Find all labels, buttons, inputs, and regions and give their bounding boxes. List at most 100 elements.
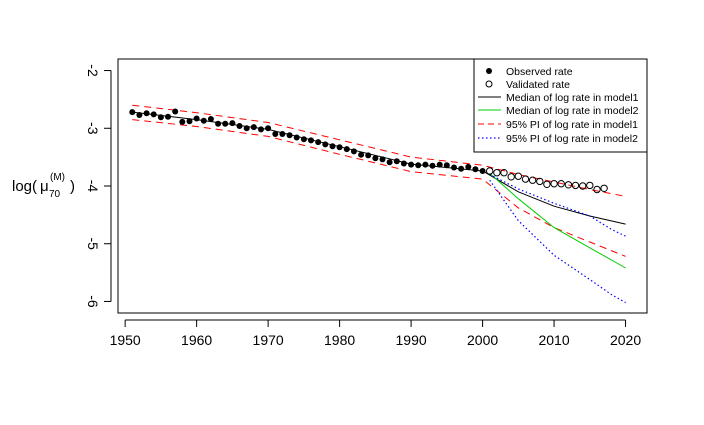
observed-point	[215, 120, 222, 127]
observed-point	[265, 125, 272, 132]
observed-point	[179, 118, 186, 125]
observed-point	[458, 165, 465, 172]
observed-point	[186, 118, 193, 125]
y-tick-label: -5	[85, 238, 101, 251]
validated-point	[579, 182, 587, 190]
observed-point	[400, 160, 407, 167]
y-tick-label: -4	[85, 180, 101, 193]
observed-point	[479, 168, 486, 174]
observed-point	[393, 158, 400, 165]
y-axis-label: log( μ 70 (M) )	[12, 172, 75, 200]
observed-point	[322, 141, 329, 148]
validated-point	[564, 181, 573, 189]
x-tick-label: 1990	[396, 332, 427, 348]
observed-point	[443, 162, 450, 169]
observed-point	[286, 132, 293, 139]
observed-point	[165, 113, 171, 120]
observed-point	[429, 162, 436, 169]
legend-median-model1-label: Median of log rate in model1	[506, 92, 639, 104]
observed-point	[236, 123, 243, 129]
x-tick-label: 1970	[253, 332, 284, 348]
validated-point	[521, 175, 530, 183]
observed-point	[272, 131, 279, 137]
observed-point	[451, 164, 457, 171]
observed-point	[379, 156, 386, 163]
y-label-subscript: 70	[49, 189, 61, 200]
x-tick-label: 2000	[467, 332, 498, 348]
y-label-prefix: log(	[12, 178, 37, 195]
observed-point	[465, 163, 472, 170]
series-line-3	[489, 172, 626, 269]
observed-point	[329, 143, 336, 150]
x-tick-label: 2010	[538, 332, 569, 348]
observed-point	[293, 134, 300, 141]
observed-point	[415, 162, 422, 169]
observed-point	[436, 161, 443, 168]
points-layer	[129, 108, 608, 194]
observed-point	[200, 117, 207, 124]
legend-median-model2-label: Median of log rate in model2	[506, 105, 639, 117]
y-label-mu: μ	[40, 178, 49, 195]
observed-point	[300, 136, 307, 143]
observed-point	[207, 116, 214, 122]
legend-observed-swatch	[486, 68, 492, 74]
observed-point	[279, 131, 286, 137]
validated-point	[550, 180, 558, 188]
validated-point	[528, 176, 537, 184]
validated-point	[543, 180, 551, 189]
validated-point	[600, 184, 608, 193]
y-label-superscript: (M)	[50, 172, 65, 183]
series-line-2	[132, 119, 626, 257]
plot-frame	[117, 58, 648, 314]
legend-box	[473, 58, 648, 153]
observed-point	[143, 110, 150, 117]
observed-point	[193, 115, 200, 122]
validated-point	[486, 167, 494, 175]
legend-validated-swatch	[485, 80, 493, 88]
x-tick-label: 1950	[110, 332, 141, 348]
validated-point	[536, 177, 544, 186]
observed-point	[343, 146, 350, 153]
validated-point	[500, 169, 508, 177]
observed-point	[222, 120, 229, 127]
observed-point	[358, 151, 365, 158]
axis-layer: 1950 1960 1970 1980 1990 2000 2010 2020 -2 -3 -4 -5…	[85, 64, 641, 348]
x-tick-label: 2020	[610, 332, 641, 348]
observed-point	[258, 126, 264, 133]
observed-point	[386, 159, 393, 166]
observed-point	[250, 124, 257, 131]
observed-point	[243, 125, 250, 132]
observed-point	[408, 161, 415, 168]
x-tick-label: 1980	[324, 332, 355, 348]
observed-point	[172, 108, 179, 115]
observed-point	[136, 112, 143, 118]
observed-point	[308, 137, 314, 144]
observed-point	[472, 166, 479, 173]
observed-point	[336, 144, 343, 151]
series-line-4	[489, 173, 626, 237]
y-tick-label: -2	[85, 64, 101, 77]
series-line-5	[489, 179, 626, 304]
validated-point	[593, 185, 601, 194]
validated-point	[507, 173, 515, 181]
observed-point	[157, 114, 164, 121]
observed-point	[372, 155, 379, 162]
x-tick-label: 1960	[181, 332, 212, 348]
y-label-suffix: )	[70, 178, 75, 195]
legend-pi-model1-label: 95% PI of log rate in model1	[506, 119, 638, 131]
observed-point	[422, 161, 429, 168]
legend-observed-label: Observed rate	[506, 66, 573, 78]
validated-point	[557, 180, 565, 188]
legend: Observed rate Validated rate Median of l…	[473, 58, 648, 153]
y-tick-label: -3	[85, 122, 101, 135]
legend-pi-model2-label: 95% PI of log rate in model2	[506, 133, 638, 145]
observed-point	[150, 111, 157, 118]
validated-point	[586, 181, 594, 190]
observed-point	[350, 148, 357, 155]
validated-point	[493, 169, 501, 177]
legend-validated-label: Validated rate	[506, 79, 570, 91]
observed-point	[315, 139, 322, 146]
observed-point	[229, 120, 236, 127]
observed-point	[129, 109, 136, 116]
